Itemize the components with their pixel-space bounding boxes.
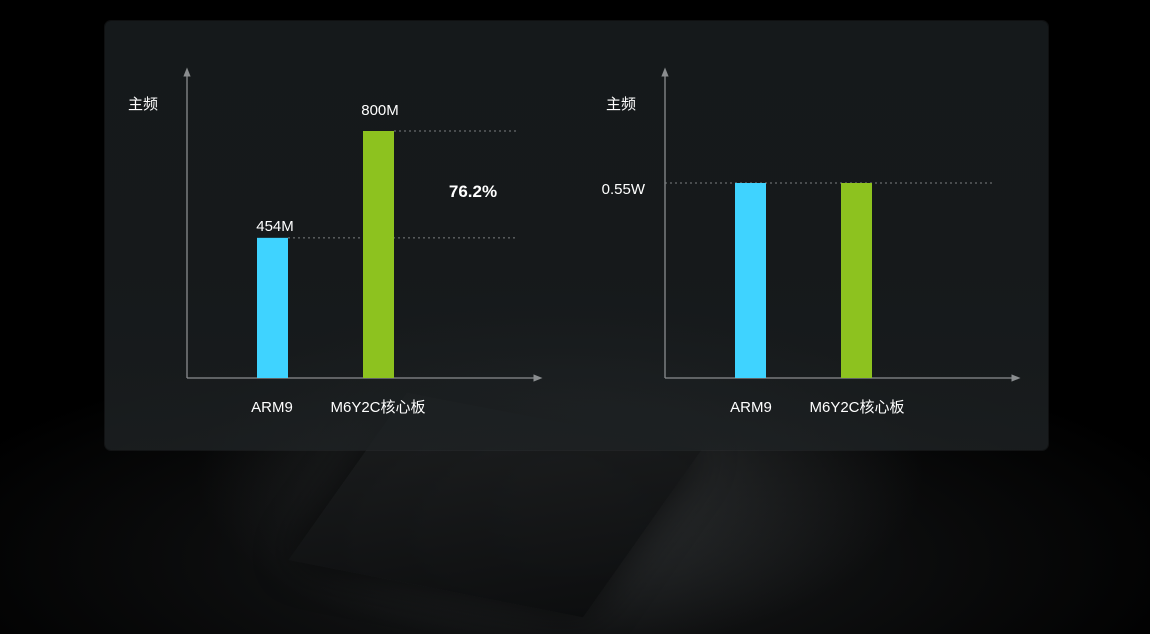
x-tick-label: ARM9 xyxy=(251,399,293,416)
bar-arm9 xyxy=(735,183,766,378)
x-tick-label: M6Y2C核心板 xyxy=(809,398,904,416)
bar-value-label: 454M xyxy=(256,218,294,235)
bar-value-label: 800M xyxy=(361,102,399,119)
x-tick-label: M6Y2C核心板 xyxy=(330,398,425,416)
y-axis-label: 主频 xyxy=(606,96,636,113)
chart-frequency: 主频 454M 800M 76.2% ARM9 M6Y2C核心板 xyxy=(128,67,543,416)
x-tick-label: ARM9 xyxy=(730,399,772,416)
increase-annotation: 76.2% xyxy=(449,182,497,201)
bar-arm9 xyxy=(257,237,288,378)
bar-m6y2c xyxy=(363,131,394,378)
y-axis-label: 主频 xyxy=(128,96,158,113)
reference-value-label: 0.55W xyxy=(602,181,646,198)
bar-m6y2c xyxy=(841,183,872,378)
chart-power: 主频 0.55W ARM9 M6Y2C核心板 xyxy=(602,67,1021,416)
